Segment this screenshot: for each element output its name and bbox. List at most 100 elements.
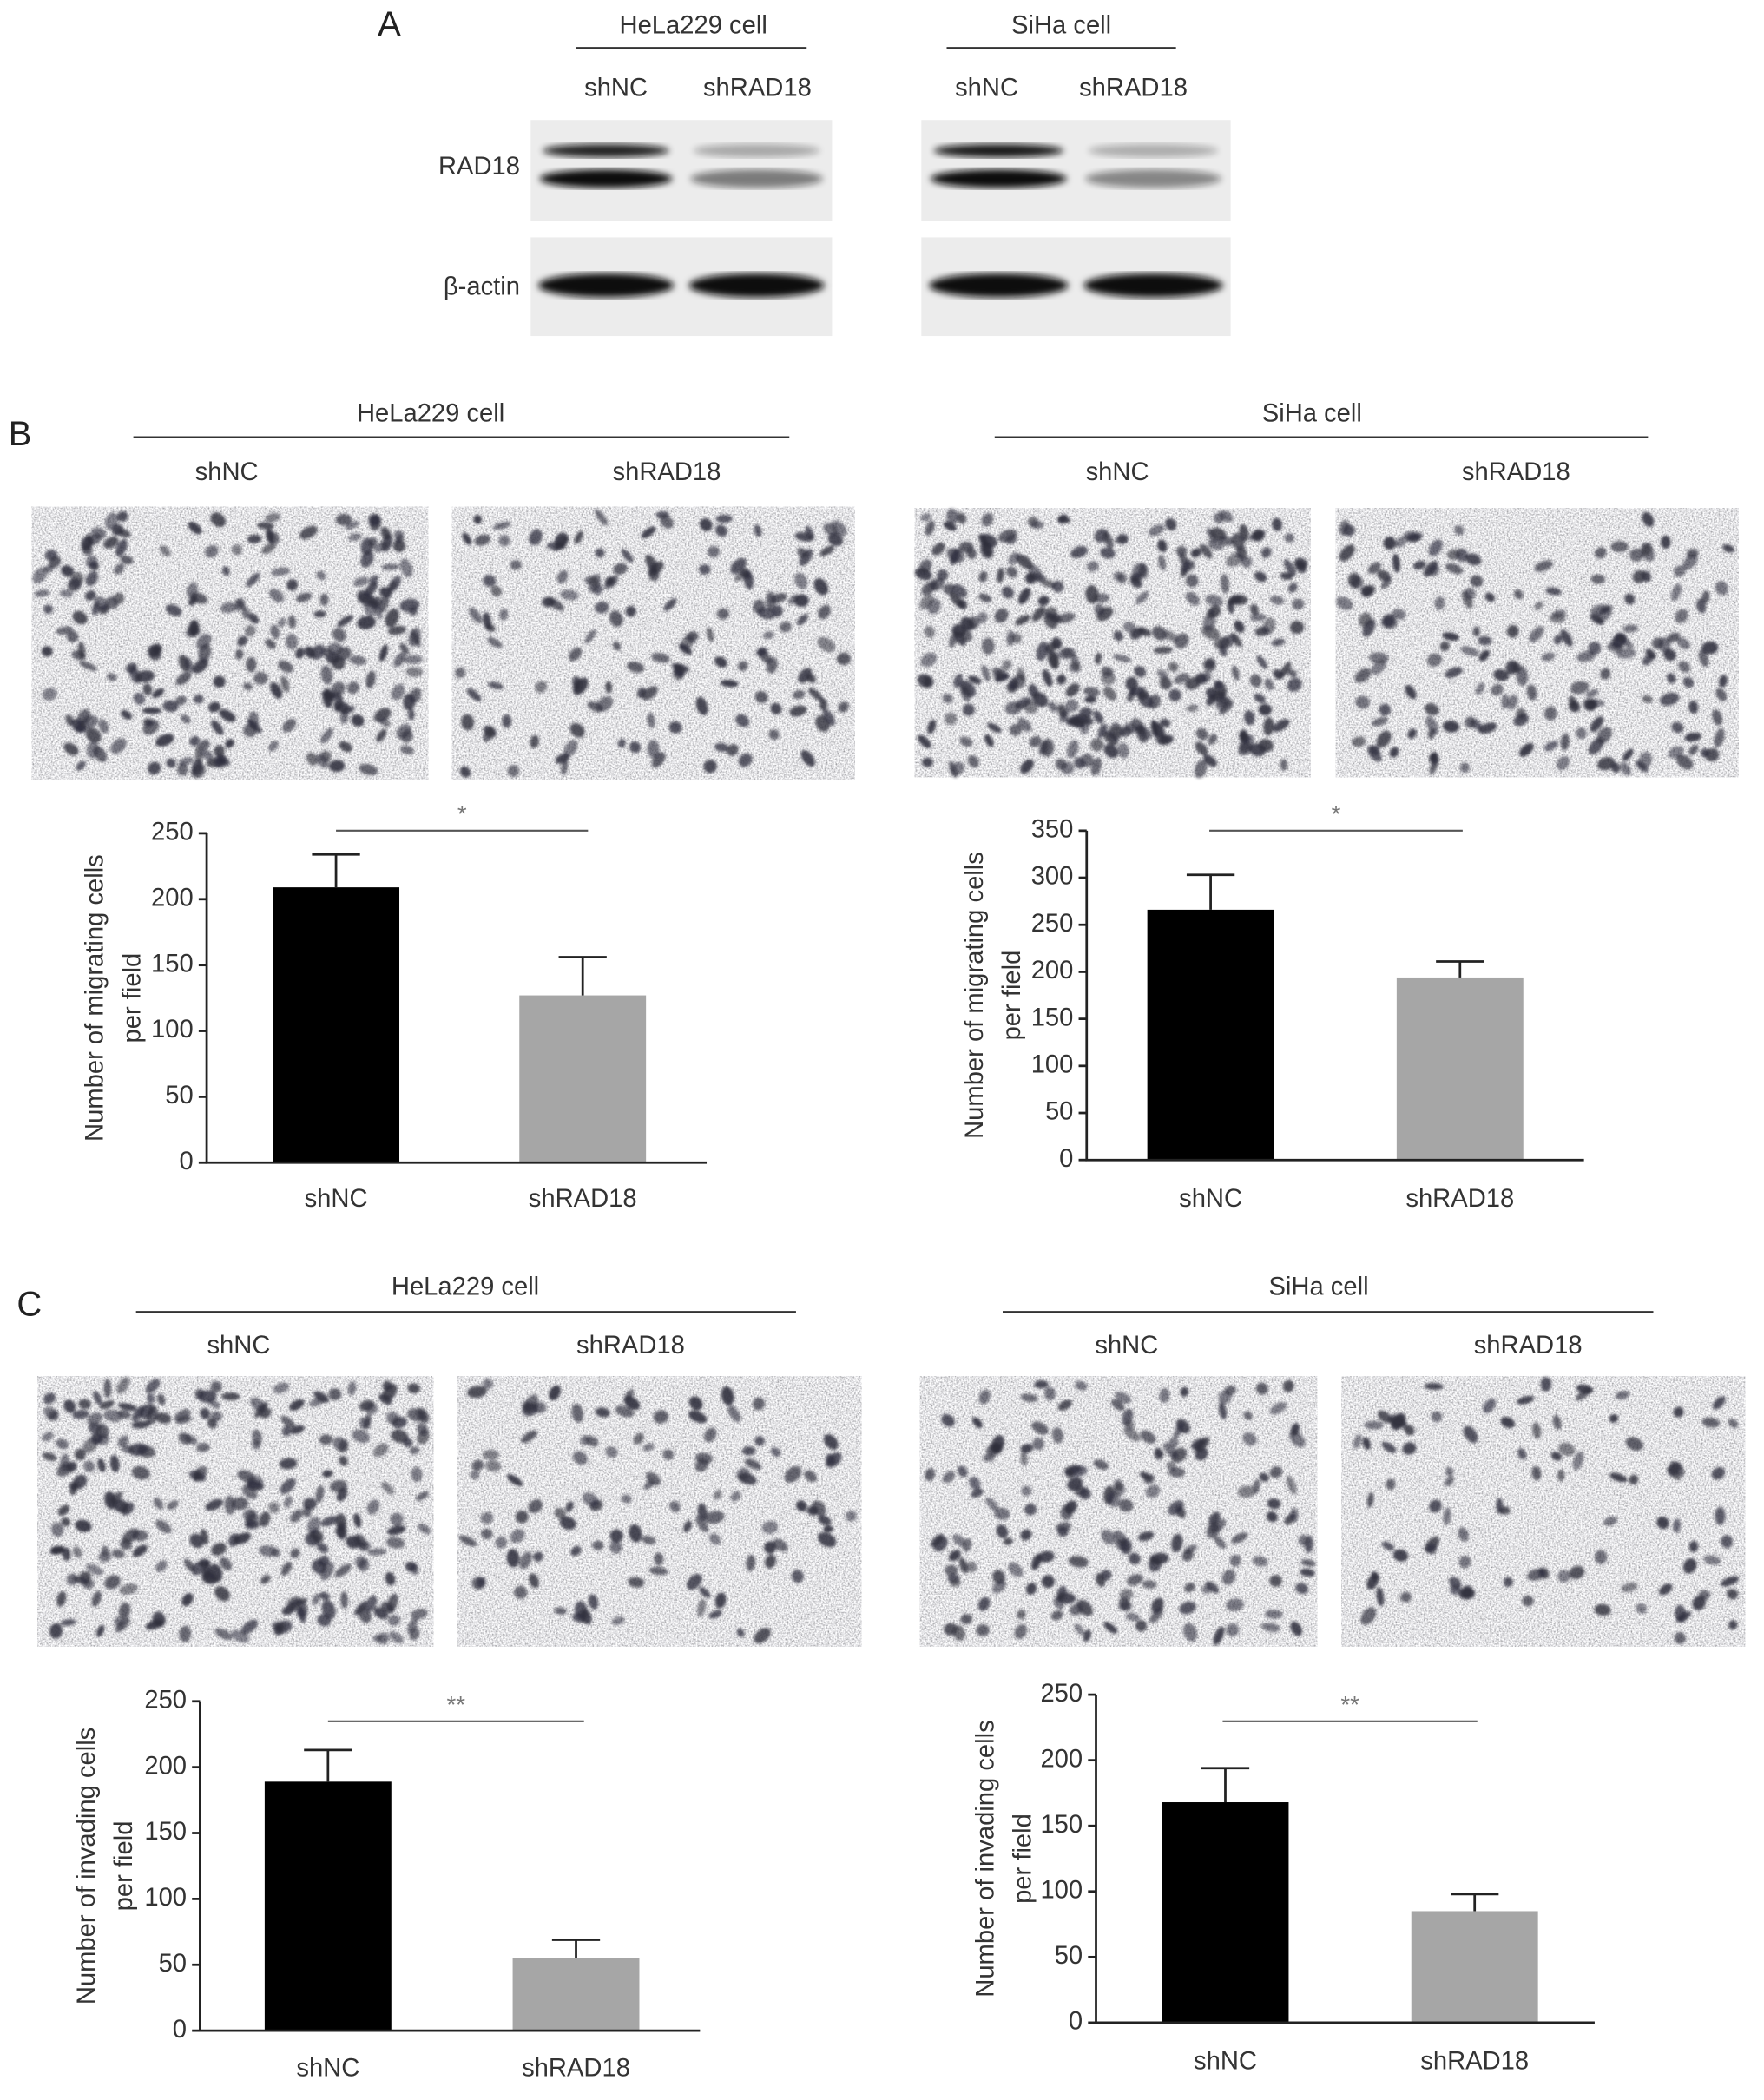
cell [1688, 744, 1699, 755]
cell [612, 641, 622, 651]
cell [522, 1402, 539, 1417]
cell [1215, 695, 1228, 711]
cell [179, 1625, 192, 1642]
cell [1534, 601, 1544, 610]
cell [1273, 719, 1290, 732]
cell [410, 1563, 419, 1575]
cell [351, 714, 365, 727]
cell [387, 1615, 401, 1626]
cell [958, 541, 974, 553]
cell [378, 595, 390, 613]
cell [208, 701, 221, 713]
cell [175, 1415, 192, 1425]
cell [1594, 1550, 1608, 1564]
cell [766, 591, 776, 612]
cell [699, 1586, 711, 1598]
cell [201, 1570, 214, 1583]
lane-label: shNC [955, 75, 1018, 102]
significance: * [1332, 800, 1341, 827]
cell [1368, 652, 1389, 664]
cell [1213, 512, 1225, 524]
cell [746, 1554, 756, 1571]
y-axis-label: Number of migrating cells [961, 852, 989, 1139]
cell [510, 1529, 525, 1544]
cell [273, 1382, 290, 1394]
cell [490, 585, 502, 597]
cell [483, 575, 497, 587]
cell [1428, 539, 1443, 556]
bar-chart: Number of migrating cells per field 0 50 100… [81, 800, 708, 1213]
cell [1175, 633, 1189, 649]
cell [1206, 1522, 1220, 1539]
cell [1034, 1380, 1049, 1389]
cell [1075, 1380, 1088, 1391]
cell [188, 522, 202, 535]
cell [929, 577, 945, 591]
cell [819, 545, 835, 556]
cell [1506, 624, 1519, 638]
cell [56, 1590, 67, 1607]
cell [61, 1517, 71, 1527]
cell [1175, 545, 1188, 557]
cell [219, 1557, 233, 1570]
cell [152, 643, 162, 655]
cell [994, 1507, 1010, 1520]
micrograph-background [1335, 508, 1739, 778]
cell [1122, 1408, 1134, 1426]
y-tick-label: 150 [144, 1818, 187, 1846]
blot-band [1083, 273, 1223, 298]
cell [1244, 710, 1255, 726]
cell [189, 735, 200, 747]
x-tick-label: shNC [1194, 2048, 1257, 2076]
cell [96, 1624, 105, 1637]
cell [1588, 737, 1604, 755]
cell [417, 1429, 430, 1445]
cell [59, 589, 74, 597]
cell [1458, 1555, 1471, 1569]
cell [390, 1512, 404, 1526]
cell [754, 524, 762, 537]
micrograph [1335, 508, 1739, 778]
cell [660, 515, 674, 529]
cell [399, 745, 414, 755]
cell [1127, 688, 1136, 702]
cell [1017, 718, 1032, 732]
cell [1127, 1573, 1143, 1586]
cell [194, 744, 203, 765]
cell [1065, 1468, 1074, 1479]
cell [393, 652, 406, 668]
cell [1130, 627, 1145, 639]
cell [1360, 1607, 1377, 1625]
cell [1006, 566, 1018, 578]
cell [360, 550, 374, 568]
cell [57, 1504, 70, 1517]
cell [1444, 1477, 1455, 1487]
cell [320, 727, 333, 744]
cell [1403, 531, 1424, 539]
cell [1684, 732, 1701, 742]
cell [231, 543, 242, 556]
cell [1460, 646, 1479, 656]
cell [686, 1573, 702, 1590]
cell [1093, 1459, 1109, 1471]
cell [1195, 741, 1208, 755]
cell [278, 660, 293, 673]
cell [211, 1542, 227, 1556]
cell [328, 1388, 342, 1401]
cell [1008, 1562, 1024, 1577]
cell [1632, 569, 1646, 583]
cell [754, 1628, 771, 1643]
cell [1040, 738, 1055, 757]
cell [1560, 629, 1573, 647]
cell [1295, 1583, 1308, 1595]
cell [1545, 587, 1562, 596]
cell [645, 554, 658, 573]
cell [1678, 661, 1691, 673]
cell [1500, 1417, 1516, 1428]
cell [418, 1523, 431, 1535]
cell [416, 1491, 429, 1501]
cell [1125, 1612, 1141, 1622]
cell [237, 1470, 256, 1483]
cell [75, 1519, 92, 1532]
cell [1153, 646, 1174, 655]
